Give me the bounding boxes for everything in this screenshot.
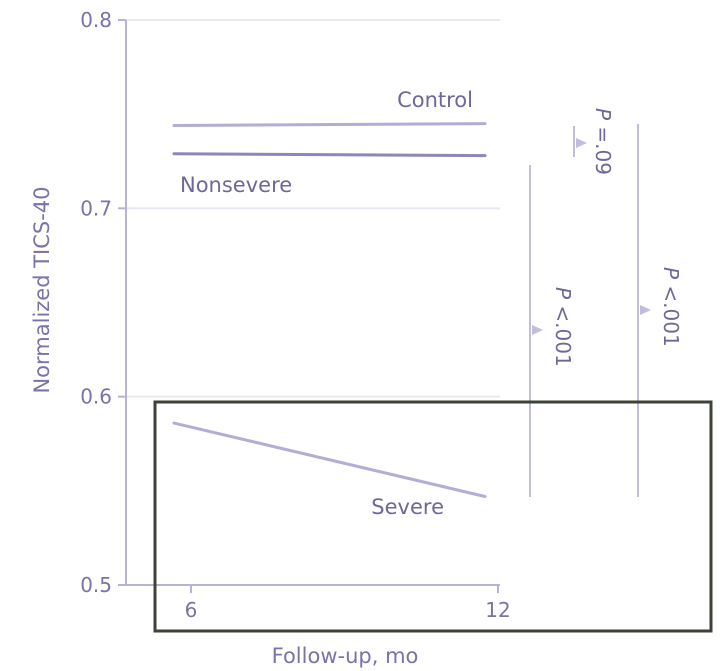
x-ticks: 6 12 (185, 585, 511, 622)
pval-nonsevere-vs-severe: P <.001 (551, 287, 575, 367)
series-label-nonsevere: Nonsevere (180, 173, 292, 197)
bracket-arrow-control-vs-severe (640, 305, 651, 315)
y-tick-label: 0.6 (80, 385, 112, 409)
gridlines (126, 19, 500, 398)
series-line-severe (172, 421, 487, 498)
x-tick-label: 6 (185, 598, 198, 622)
y-tick-label: 0.7 (80, 196, 112, 220)
pval-control-vs-severe: P <.001 (659, 267, 683, 347)
x-axis-title: Follow-up, mo (272, 644, 419, 668)
x-tick-label: 12 (485, 598, 510, 622)
y-tick-label: 0.5 (80, 573, 112, 597)
series-label-severe: Severe (371, 495, 444, 519)
y-axis-title: Normalized TICS-40 (30, 186, 54, 393)
series-line-control (172, 122, 487, 127)
y-ticks: 0.5 0.6 0.7 0.8 (80, 8, 126, 597)
series-label-control: Control (397, 88, 473, 112)
series-line-nonsevere (172, 152, 487, 158)
comparison-brackets: P =.09 P <.001 P <.001 (529, 108, 683, 497)
highlight-box (153, 400, 713, 633)
y-tick-label: 0.8 (80, 8, 112, 32)
bracket-arrow-nonsevere-vs-severe (532, 325, 543, 335)
bracket-arrow-control-vs-nonsevere (576, 138, 587, 148)
series-lines (172, 122, 487, 498)
pval-control-vs-nonsevere: P =.09 (591, 108, 615, 175)
